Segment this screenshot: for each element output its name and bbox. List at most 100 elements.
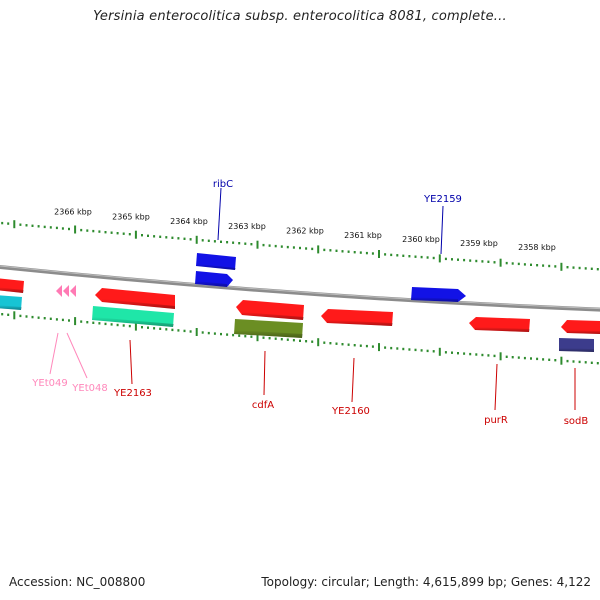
inner-minor-tick: [37, 316, 40, 319]
outer-minor-tick: [183, 237, 186, 240]
inner-minor-tick: [517, 356, 520, 359]
outer-minor-tick: [542, 264, 545, 267]
label-YE2163[interactable]: YE2163: [113, 388, 152, 399]
inner-minor-tick: [566, 359, 569, 363]
gene-sodB-red[interactable]: [561, 320, 600, 334]
inner-minor-tick: [596, 362, 599, 365]
gene-YE2163[interactable]: [95, 288, 175, 309]
outer-minor-tick: [548, 264, 551, 268]
outer-minor-tick: [25, 224, 28, 227]
label-YE2160[interactable]: YE2160: [331, 406, 370, 417]
outer-major-tick: [13, 220, 16, 229]
outer-minor-tick: [232, 241, 235, 244]
inner-minor-tick: [7, 313, 10, 316]
outer-major-tick: [560, 262, 563, 271]
inner-minor-tick: [481, 353, 484, 357]
outer-minor-tick: [80, 228, 83, 232]
outer-minor-tick: [147, 234, 149, 237]
inner-tick-row: [1, 311, 599, 365]
leader-YEt048: [66, 332, 88, 379]
inner-minor-tick: [122, 324, 125, 327]
gene-YE2159[interactable]: [411, 287, 466, 302]
inner-minor-tick: [183, 329, 186, 333]
inner-minor-tick: [61, 318, 64, 322]
label-ribC[interactable]: ribC: [213, 179, 233, 190]
outer-minor-tick: [493, 261, 496, 264]
leader-YE2160: [351, 357, 355, 403]
inner-minor-tick: [305, 340, 308, 343]
outer-minor-tick: [110, 231, 113, 234]
inner-minor-tick: [43, 317, 46, 320]
gene-sodB[interactable]: [559, 338, 594, 352]
inner-minor-tick: [189, 330, 192, 333]
leader-YE2159: [440, 205, 444, 255]
gene-ribC[interactable]: [196, 253, 236, 270]
outer-minor-tick: [153, 235, 156, 238]
gene-ribC-2[interactable]: [195, 271, 233, 287]
outer-minor-tick: [86, 229, 89, 232]
outer-minor-tick: [384, 253, 387, 256]
label-YEt048[interactable]: YEt048: [71, 383, 107, 394]
inner-minor-tick: [207, 331, 210, 335]
inner-major-tick: [13, 311, 16, 320]
label-YE2159[interactable]: YE2159: [423, 194, 462, 205]
outer-minor-tick: [590, 267, 593, 270]
inner-minor-tick: [384, 346, 387, 349]
trna-YEt048[interactable]: [70, 285, 76, 297]
gene-YE2160[interactable]: [321, 309, 393, 326]
inner-minor-tick: [92, 321, 95, 324]
gene-teal[interactable]: [92, 306, 174, 327]
outer-minor-tick: [268, 244, 271, 247]
inner-minor-tick: [98, 322, 101, 325]
inner-minor-tick: [1, 313, 4, 316]
label-cdfA[interactable]: cdfA: [252, 400, 274, 411]
trna-YEt049[interactable]: [56, 285, 69, 297]
outer-minor-tick: [420, 255, 423, 259]
outer-major-tick: [256, 240, 259, 249]
gene-left-cyan[interactable]: [0, 295, 22, 310]
map-title: Yersinia enterocolitica subsp. enterocol…: [93, 9, 507, 24]
outer-tick-row: [1, 220, 599, 271]
inner-minor-tick: [165, 328, 168, 331]
inner-minor-tick: [530, 357, 532, 360]
outer-minor-tick: [365, 251, 368, 255]
outer-minor-tick: [207, 239, 210, 242]
inner-major-tick: [378, 343, 380, 352]
scale-label: 2364 kbp: [170, 217, 208, 226]
inner-minor-tick: [141, 326, 143, 329]
inner-minor-tick: [402, 347, 405, 351]
gene-cdfA-red[interactable]: [236, 300, 304, 320]
inner-minor-tick: [347, 343, 350, 346]
outer-minor-tick: [481, 260, 484, 263]
scale-label: 2358 kbp: [518, 243, 556, 252]
gene-cdfA[interactable]: [234, 319, 303, 338]
outer-major-tick: [378, 250, 380, 258]
inner-minor-tick: [493, 354, 496, 358]
outer-minor-tick: [238, 242, 241, 245]
outer-minor-tick: [371, 252, 374, 255]
inner-minor-tick: [432, 350, 435, 353]
inner-minor-tick: [49, 317, 52, 320]
inner-minor-tick: [55, 318, 58, 321]
gene-left-red[interactable]: [0, 278, 24, 293]
outer-minor-tick: [444, 257, 447, 261]
inner-major-tick: [195, 328, 198, 336]
inner-minor-tick: [171, 328, 174, 332]
topology-text: Topology: circular; Length: 4,615,899 bp…: [261, 575, 591, 589]
outer-minor-tick: [341, 250, 344, 253]
outer-minor-tick: [596, 268, 599, 271]
inner-minor-tick: [286, 338, 289, 341]
outer-minor-tick: [311, 247, 314, 251]
inner-minor-tick: [487, 354, 490, 357]
label-purR[interactable]: purR: [484, 415, 508, 426]
outer-minor-tick: [584, 267, 587, 270]
inner-minor-tick: [542, 358, 545, 361]
label-sodB[interactable]: sodB: [564, 416, 589, 427]
outer-major-tick: [74, 225, 77, 234]
inner-minor-tick: [451, 351, 453, 354]
gene-purR[interactable]: [469, 317, 530, 332]
label-YEt049[interactable]: YEt049: [31, 378, 67, 389]
scale-labels: 2366 kbp 2365 kbp 2364 kbp 2363 kbp 2362 kbp…: [54, 207, 556, 252]
inner-major-tick: [317, 338, 320, 347]
outer-minor-tick: [566, 266, 569, 269]
